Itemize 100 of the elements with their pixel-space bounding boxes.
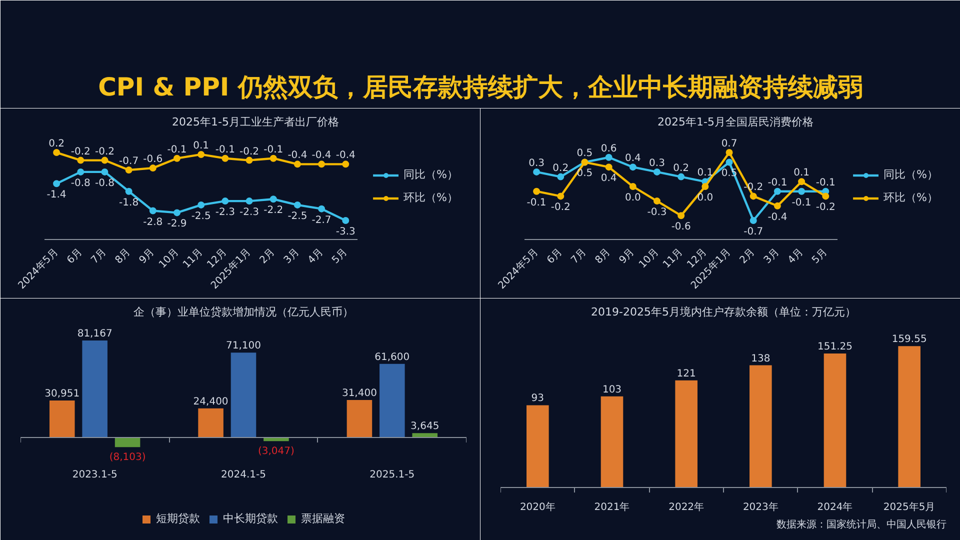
- data-label: -0.7: [744, 226, 764, 238]
- point: [654, 198, 660, 205]
- point: [629, 164, 636, 171]
- data-label: 0.2: [48, 138, 64, 150]
- legend-label: 中长期贷款: [223, 511, 278, 526]
- bar: [230, 352, 256, 438]
- point: [798, 188, 806, 195]
- point: [149, 207, 156, 214]
- point: [174, 209, 180, 216]
- legend-label: 票据融资: [301, 511, 345, 526]
- point: [101, 168, 108, 176]
- x-tick-label: 2月: [738, 246, 758, 266]
- data-label: 81,167: [77, 328, 112, 340]
- bar: [526, 405, 549, 488]
- point: [294, 201, 301, 208]
- x-tick-label: 2025.1-5: [370, 469, 415, 480]
- point: [822, 192, 830, 200]
- point: [174, 154, 180, 162]
- data-label: 0.6: [600, 143, 617, 154]
- point: [798, 178, 806, 186]
- data-label: -2.3: [215, 207, 235, 218]
- data-label: 0.4: [600, 173, 617, 184]
- x-tick-label: 2025年5月: [883, 500, 936, 513]
- point: [654, 168, 660, 176]
- x-tick-label: 2021年: [594, 500, 630, 513]
- point: [726, 149, 733, 156]
- x-tick-label: 2023.1-5: [72, 469, 118, 480]
- x-tick-label: 7月: [569, 246, 589, 266]
- x-tick-label: 8月: [113, 246, 133, 266]
- data-label: -0.6: [671, 222, 691, 233]
- x-tick-label: 2020年: [520, 500, 556, 513]
- data-label: 3,645: [410, 421, 440, 432]
- x-tick-label: 4月: [786, 246, 806, 266]
- data-label: 151.25: [818, 342, 853, 353]
- bar: [898, 346, 920, 488]
- x-tick-label: 2022年: [668, 500, 704, 513]
- data-label: -0.7: [119, 156, 139, 167]
- data-label: 0.0: [624, 192, 641, 204]
- point: [53, 149, 60, 156]
- data-label: -0.4: [336, 150, 356, 162]
- point: [101, 156, 108, 164]
- point: [77, 168, 84, 176]
- data-label: 24,400: [193, 396, 228, 408]
- x-tick-label: 6月: [65, 246, 85, 266]
- data-label: 0.1: [697, 168, 714, 179]
- x-tick-label: 11月: [181, 246, 206, 271]
- data-label: -2.5: [191, 210, 211, 222]
- bar: [114, 437, 140, 448]
- point: [342, 160, 350, 168]
- data-label: 0.1: [193, 140, 210, 152]
- bar: [380, 364, 405, 438]
- point: [318, 205, 326, 212]
- x-tick-label: 4月: [306, 246, 326, 266]
- data-label: -0.2: [550, 202, 570, 214]
- point: [222, 198, 229, 205]
- data-label: 0.0: [697, 192, 714, 204]
- x-tick-label: 10月: [637, 246, 661, 271]
- point: [557, 173, 564, 180]
- x-tick-label: 8月: [593, 246, 613, 266]
- x-tick-label: 5月: [330, 246, 350, 266]
- point: [629, 183, 636, 190]
- data-label: -0.2: [816, 202, 836, 214]
- x-tick-label: 10月: [157, 246, 181, 271]
- point: [678, 212, 685, 220]
- point: [246, 198, 253, 205]
- bar: [412, 433, 438, 438]
- data-label: 0.7: [721, 138, 738, 150]
- data-label: -1.4: [46, 190, 66, 201]
- x-tick-label: 11月: [661, 246, 686, 271]
- data-label: -0.1: [215, 144, 235, 156]
- point: [533, 168, 540, 176]
- data-label: 30,951: [44, 388, 80, 400]
- point: [605, 154, 612, 161]
- data-label: -0.1: [264, 144, 284, 156]
- data-label: -0.4: [768, 212, 788, 223]
- point: [342, 216, 350, 224]
- data-label: -0.1: [167, 144, 187, 156]
- chart-title: 2025年1-5月全国居民消费价格: [658, 116, 814, 128]
- x-tick-label: 5月: [810, 246, 830, 266]
- point: [557, 192, 564, 200]
- bar: [675, 380, 698, 488]
- x-tick-label: 3月: [762, 246, 782, 266]
- legend-label: 同比（%）: [884, 167, 938, 182]
- point: [678, 173, 685, 180]
- data-label: -0.6: [143, 154, 163, 166]
- legend-label: 环比（%）: [404, 190, 458, 205]
- data-label: 71,100: [226, 340, 262, 352]
- data-label: -0.2: [94, 146, 114, 158]
- data-label: 0.4: [624, 153, 641, 164]
- data-label: 0.3: [649, 158, 665, 169]
- data-label: 61,600: [374, 352, 410, 363]
- point: [750, 216, 757, 224]
- point: [222, 154, 229, 162]
- bar: [824, 354, 846, 488]
- data-label: -0.3: [647, 207, 667, 218]
- legend-label: 短期贷款: [156, 511, 200, 526]
- data-label: -2.2: [264, 205, 284, 216]
- legend-label: 环比（%）: [884, 190, 938, 205]
- data-label: -2.5: [288, 210, 308, 222]
- data-label: -0.2: [70, 146, 90, 158]
